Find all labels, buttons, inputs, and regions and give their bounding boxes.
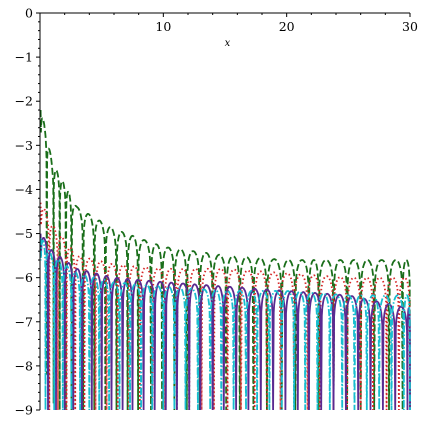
- y-tick-label: −8: [15, 358, 33, 373]
- x-axis-title: x: [225, 38, 231, 49]
- series-layer: [39, 109, 411, 411]
- y-ticks: 0 −1 −2 −3 −4 −5 −6 −7 −8 −9: [15, 6, 40, 418]
- y-tick-label: −6: [15, 270, 33, 285]
- x-tick-label: 30: [402, 19, 418, 34]
- y-tick-label: −9: [15, 403, 33, 418]
- y-tick-label: −5: [15, 226, 33, 241]
- series-line-4: [39, 237, 411, 411]
- y-tick-label: −2: [15, 94, 33, 109]
- x-tick-label: 10: [155, 19, 171, 34]
- series-line-2: [39, 202, 411, 411]
- axes: 10 20 30 0 −1 −2 −3 −4 −5 −6 −7 −8 −9 x: [15, 6, 418, 418]
- y-tick-label: −4: [15, 182, 33, 197]
- y-tick-label: −1: [15, 50, 33, 65]
- plot-area: [39, 109, 411, 411]
- x-tick-label: 20: [279, 19, 295, 34]
- x-ticks: 10 20 30: [39, 13, 418, 34]
- y-tick-label: 0: [25, 6, 33, 21]
- y-tick-label: −7: [15, 314, 33, 329]
- y-tick-label: −3: [15, 138, 33, 153]
